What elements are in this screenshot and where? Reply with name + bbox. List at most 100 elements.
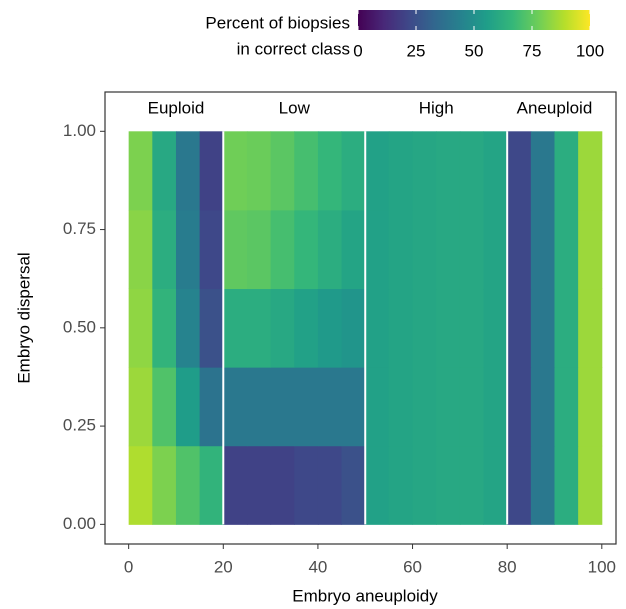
heatmap-cell xyxy=(365,131,390,211)
heatmap-cell xyxy=(554,367,579,447)
heatmap-cell xyxy=(128,367,153,447)
heatmap-cell xyxy=(199,288,224,368)
y-tick-label: 0.25 xyxy=(63,416,96,435)
heatmap-cell xyxy=(199,131,224,211)
heatmap-cell xyxy=(246,209,272,290)
heatmap-cell xyxy=(223,209,248,290)
heatmap-cell xyxy=(578,288,603,368)
heatmap-cell xyxy=(436,367,461,447)
x-tick-label: 40 xyxy=(308,557,327,576)
heatmap-cell xyxy=(270,367,295,447)
y-tick-label: 0.50 xyxy=(63,317,96,336)
heatmap-cell xyxy=(246,288,272,368)
heatmap-cell xyxy=(270,209,295,290)
heatmap-cell xyxy=(578,445,603,525)
heatmap-cell xyxy=(223,367,248,447)
heatmap-cell xyxy=(246,445,272,525)
heatmap-cell xyxy=(152,131,177,211)
heatmap-cell xyxy=(294,209,319,290)
y-axis-title: Embryo dispersal xyxy=(14,252,33,383)
heatmap-cell xyxy=(317,288,343,368)
heatmap-cell xyxy=(223,131,248,211)
heatmap-cell xyxy=(388,367,414,447)
heatmap-cell xyxy=(199,445,224,525)
colorbar-title: Percent of biopsies xyxy=(205,13,350,32)
heatmap-cell xyxy=(294,288,319,368)
panel-border xyxy=(104,91,617,545)
y-tick-label: 0.00 xyxy=(63,514,96,533)
heatmap-cell xyxy=(317,131,343,211)
region-label: Low xyxy=(279,98,311,117)
heatmap-cell xyxy=(388,445,414,525)
x-tick-label: 100 xyxy=(588,557,616,576)
region-label: Aneuploid xyxy=(517,98,593,117)
heatmap-cell xyxy=(459,367,485,447)
heatmap-cell xyxy=(152,367,177,447)
colorbar xyxy=(358,10,590,30)
heatmap-cell xyxy=(483,288,508,368)
heatmap-cell xyxy=(554,288,579,368)
heatmap-cell xyxy=(294,131,319,211)
heatmap-cell xyxy=(223,445,248,525)
heatmap-cell xyxy=(341,445,366,525)
heatmap-cell xyxy=(507,209,532,290)
heatmap-cell xyxy=(152,209,177,290)
x-tick-label: 0 xyxy=(124,557,133,576)
y-tick-label: 1.00 xyxy=(63,121,96,140)
heatmap-cell xyxy=(483,445,508,525)
region-label: High xyxy=(419,98,454,117)
region-label: Euploid xyxy=(148,98,205,117)
x-tick-label: 60 xyxy=(403,557,422,576)
heatmap-cell xyxy=(388,209,414,290)
heatmap-cell xyxy=(175,131,201,211)
heatmap-cell xyxy=(365,288,390,368)
heatmap-cell xyxy=(317,209,343,290)
heatmap-cell xyxy=(507,445,532,525)
heatmap-cell xyxy=(483,367,508,447)
heatmap-cell xyxy=(578,367,603,447)
heatmap-cell xyxy=(554,445,579,525)
heatmap-cell xyxy=(175,288,201,368)
heatmap-cell xyxy=(507,367,532,447)
colorbar-tick-label: 100 xyxy=(576,41,604,60)
heatmap-cell xyxy=(365,367,390,447)
heatmap-cell xyxy=(578,131,603,211)
heatmap-cell xyxy=(530,445,555,525)
heatmap-cell xyxy=(270,131,295,211)
colorbar-tick-label: 75 xyxy=(523,41,542,60)
heatmap-cell xyxy=(199,367,224,447)
heatmap-cell xyxy=(365,209,390,290)
heatmap-cell xyxy=(436,288,461,368)
heatmap-cell xyxy=(365,445,390,525)
heatmap-cell xyxy=(507,131,532,211)
heatmap-cell xyxy=(270,288,295,368)
heatmap-cell xyxy=(412,288,437,368)
heatmap-cell xyxy=(388,288,414,368)
x-axis-title: Embryo aneuploidy xyxy=(292,586,438,605)
heatmap-cell xyxy=(270,445,295,525)
heatmap-cell xyxy=(341,209,366,290)
heatmap-cell xyxy=(388,131,414,211)
heatmap-cell xyxy=(294,445,319,525)
heatmap-cell xyxy=(483,131,508,211)
heatmap-cell xyxy=(412,131,437,211)
heatmap-cell xyxy=(175,367,201,447)
heatmap-cell xyxy=(175,445,201,525)
heatmap-cell xyxy=(128,288,153,368)
heatmap-cell xyxy=(317,367,343,447)
heatmap-cell xyxy=(436,445,461,525)
colorbar-tick-label: 25 xyxy=(407,41,426,60)
heatmap-cell xyxy=(175,209,201,290)
heatmap-cell xyxy=(199,209,224,290)
heatmap-cell xyxy=(128,209,153,290)
heatmap-cell xyxy=(128,445,153,525)
heatmap-cell xyxy=(530,288,555,368)
heatmap-cell xyxy=(436,131,461,211)
colorbar-title: in correct class xyxy=(237,39,350,58)
heatmap-cell xyxy=(530,131,555,211)
x-tick-label: 80 xyxy=(498,557,517,576)
heatmap-cell xyxy=(554,209,579,290)
heatmap-cell xyxy=(530,209,555,290)
heatmap-cell xyxy=(412,367,437,447)
